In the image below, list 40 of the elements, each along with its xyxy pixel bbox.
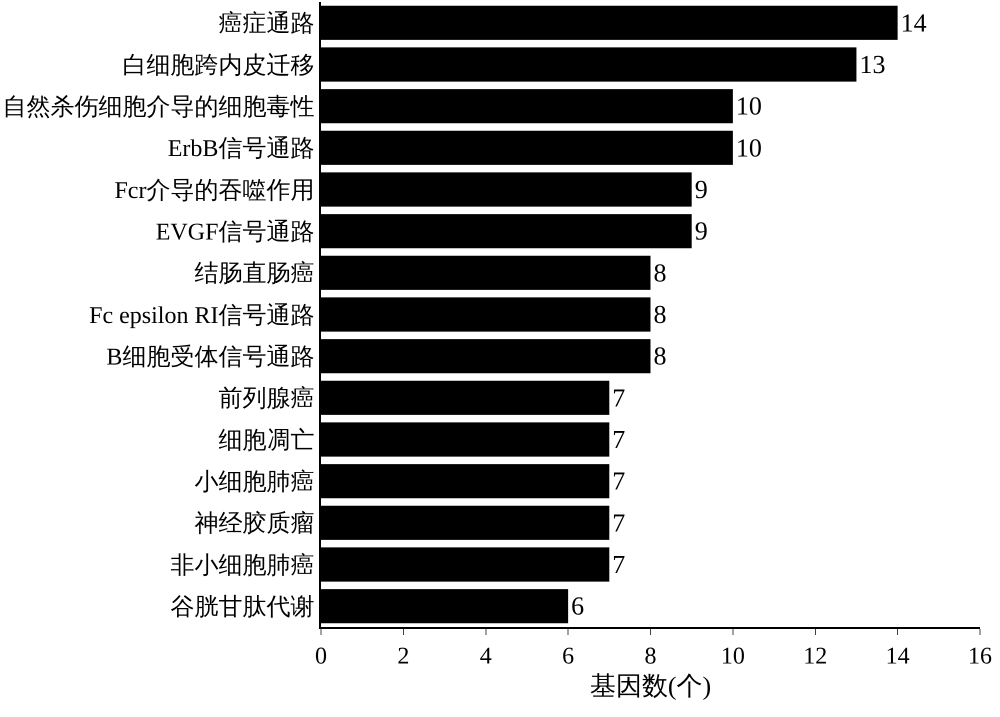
data-label: 9 [694,216,708,246]
y-tick-label: 自然杀伤细胞介导的细胞毒性 [2,94,314,121]
x-tick-label: 14 [886,644,910,670]
y-tick-label: Fcr介导的吞噬作用 [114,178,314,204]
x-tick-label: 16 [968,644,992,670]
x-tick-label: 12 [803,644,828,670]
x-tick-label: 8 [644,644,656,670]
x-axis-title: 基因数(个) [590,672,712,701]
data-label: 7 [612,425,626,454]
data-label: 14 [900,8,927,38]
y-tick-label: 前列腺癌 [218,385,314,412]
y-tick-label: EVGF信号通路 [156,220,314,246]
x-tick-label: 2 [397,644,410,670]
y-tick-label: 谷胱甘肽代谢 [170,594,314,621]
data-label: 8 [654,342,666,371]
y-tick-label: 神经胶质瘤 [194,510,314,538]
data-label: 9 [694,175,708,204]
y-tick-label: Fc epsilon RI信号通路 [89,302,314,329]
y-tick-label: 白细胞跨内皮迁移 [122,52,314,79]
data-label: 7 [612,508,626,538]
y-tick-label: 结肠直肠癌 [194,260,314,288]
y-tick-label: B细胞受体信号通路 [106,344,314,371]
data-label: 7 [612,383,626,412]
data-label: 8 [654,300,666,329]
data-label: 10 [736,92,762,121]
y-tick-label: 非小细胞肺癌 [170,552,314,579]
data-label: 6 [571,592,584,621]
data-label: 7 [612,466,626,496]
y-tick-label: 小细胞肺癌 [194,468,314,496]
data-label: 13 [859,50,886,79]
data-label: 10 [736,133,762,162]
y-tick-label: 癌症通路 [218,10,314,38]
y-tick-label: 细胞凋亡 [218,426,314,454]
data-label: 7 [612,550,626,579]
x-tick-label: 6 [562,644,574,670]
data-label: 8 [654,258,666,288]
x-tick-label: 10 [720,644,745,670]
x-tick-label: 4 [480,644,492,670]
x-tick-label: 0 [315,644,327,670]
y-tick-label: ErbB信号通路 [168,136,314,162]
